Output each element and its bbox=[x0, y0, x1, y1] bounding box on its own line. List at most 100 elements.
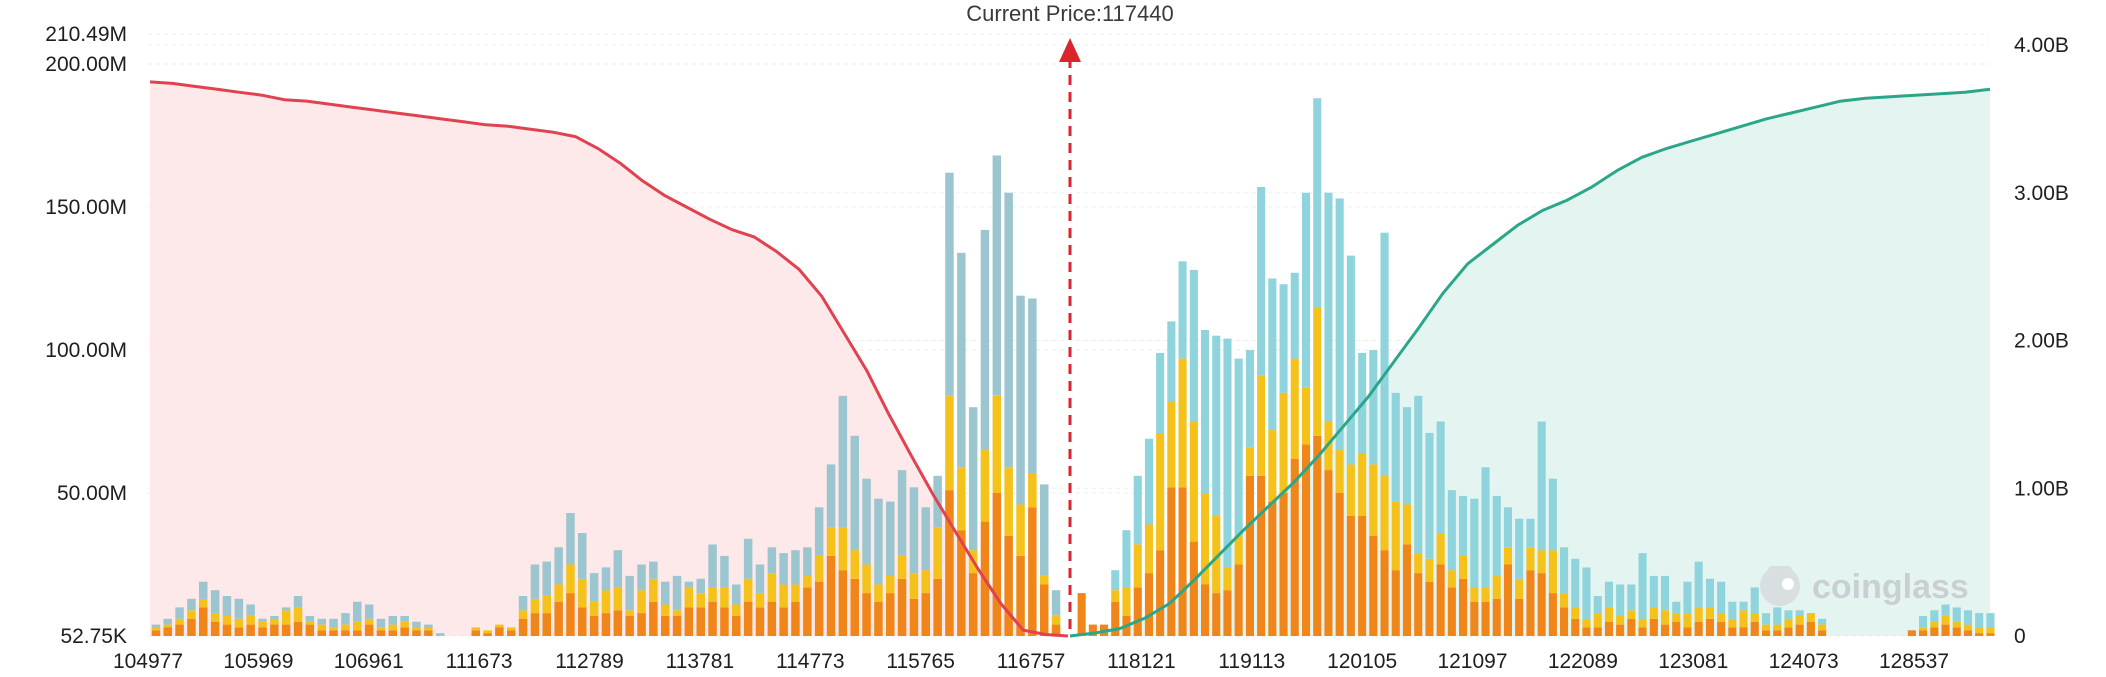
liquidation-bar-mid bbox=[1739, 610, 1748, 628]
liquidation-bar-base bbox=[684, 607, 694, 636]
liquidation-bar-base bbox=[1627, 618, 1636, 636]
coinglass-watermark: coinglass bbox=[1760, 566, 1969, 606]
liquidation-bar-top bbox=[1470, 498, 1479, 588]
liquidation-bar-mid bbox=[1604, 607, 1613, 622]
liquidation-bar-base bbox=[992, 493, 1002, 636]
liquidation-bar-mid bbox=[1279, 392, 1288, 493]
liquidation-bar-top bbox=[578, 533, 587, 579]
short-cumulative-area bbox=[150, 81, 1068, 636]
liquidation-bar-mid bbox=[1178, 358, 1187, 488]
liquidation-bar-mid bbox=[1290, 358, 1299, 459]
liquidation-bar-top bbox=[1492, 495, 1501, 576]
liquidation-bar-top bbox=[270, 616, 279, 619]
liquidation-bar-mid bbox=[1016, 504, 1025, 556]
liquidation-bar-base bbox=[364, 624, 374, 636]
liquidation-bar-mid bbox=[625, 610, 634, 616]
liquidation-bar-top bbox=[1986, 613, 1995, 628]
liquidation-bar-mid bbox=[1447, 570, 1456, 588]
liquidation-bar-mid bbox=[1245, 447, 1254, 476]
liquidation-bar-base bbox=[625, 616, 634, 636]
liquidation-bar-top bbox=[1503, 507, 1512, 548]
liquidation-bar-mid bbox=[1649, 607, 1658, 619]
liquidation-bar-mid bbox=[897, 555, 907, 579]
liquidation-bar-top bbox=[1975, 613, 1984, 628]
liquidation-bar-mid bbox=[767, 573, 777, 602]
liquidation-bar-mid bbox=[1571, 607, 1580, 619]
liquidation-bar-base bbox=[1560, 607, 1569, 636]
liquidation-bar-mid bbox=[1369, 464, 1378, 536]
liquidation-bar-base bbox=[1201, 584, 1210, 636]
liquidation-bar-top bbox=[589, 573, 599, 602]
liquidation-bar-top bbox=[388, 616, 397, 625]
liquidation-bar-base bbox=[862, 593, 871, 636]
liquidation-bar-top bbox=[1795, 610, 1804, 616]
liquidation-bar-top bbox=[1526, 518, 1535, 548]
liquidation-bar-top bbox=[1930, 610, 1939, 622]
liquidation-bar-mid bbox=[1672, 613, 1681, 622]
liquidation-bar-mid bbox=[708, 587, 717, 602]
liquidation-bar-base bbox=[1402, 544, 1411, 636]
liquidation-bar-base bbox=[1324, 470, 1333, 636]
liquidation-bar-mid bbox=[1414, 553, 1423, 574]
liquidation-bar-top bbox=[412, 621, 421, 628]
liquidation-bar-top bbox=[175, 607, 184, 619]
liquidation-bar-mid bbox=[1762, 624, 1771, 631]
liquidation-bar-mid bbox=[862, 564, 871, 594]
liquidation-bar-base bbox=[1040, 584, 1049, 636]
liquidation-bar-base bbox=[1717, 621, 1726, 636]
liquidation-bar-base bbox=[1088, 624, 1097, 636]
liquidation-bar-top bbox=[1560, 547, 1569, 594]
liquidation-bar-base bbox=[1111, 601, 1120, 636]
liquidation-bar-mid bbox=[246, 616, 255, 625]
x-tick-label: 120105 bbox=[1327, 650, 1397, 672]
liquidation-bar-top bbox=[329, 618, 338, 628]
liquidation-bar-base bbox=[1133, 587, 1142, 636]
liquidation-bar-mid bbox=[637, 590, 646, 614]
liquidation-bar-base bbox=[566, 593, 575, 636]
long-cumulative-line bbox=[1069, 87, 1991, 638]
liquidation-bar-top bbox=[246, 604, 255, 616]
x-tick-label: 122089 bbox=[1548, 650, 1618, 672]
liquidation-bar-base bbox=[1526, 570, 1535, 636]
liquidation-bar-mid bbox=[1144, 524, 1153, 574]
liquidation-bar-top bbox=[1537, 421, 1546, 551]
liquidation-bar-base bbox=[1672, 621, 1681, 636]
liquidation-bar-top bbox=[1941, 604, 1950, 616]
liquidation-bar-mid bbox=[649, 578, 658, 602]
liquidation-bar-mid bbox=[1717, 613, 1726, 622]
liquidation-bar-base bbox=[471, 630, 480, 636]
liquidation-bar-base bbox=[1302, 444, 1311, 636]
liquidation-bar-mid bbox=[1028, 473, 1037, 508]
liquidation-bar-base bbox=[210, 621, 220, 636]
liquidation-bar-top bbox=[1717, 581, 1726, 614]
liquidation-bar-top bbox=[1369, 350, 1378, 465]
liquidation-bar-mid bbox=[850, 550, 859, 579]
liquidation-bar-mid bbox=[400, 621, 409, 628]
liquidation-bar-top bbox=[1335, 198, 1344, 451]
liquidation-bar-top bbox=[1784, 610, 1793, 619]
liquidation-bar-base bbox=[554, 601, 563, 636]
liquidation-bar-top bbox=[743, 538, 753, 579]
liquidation-bar-base bbox=[542, 613, 551, 636]
liquidation-bar-base bbox=[1728, 627, 1737, 636]
liquidation-bar-top bbox=[1616, 584, 1625, 616]
liquidation-bar-mid bbox=[886, 575, 895, 594]
liquidation-bar-mid bbox=[1402, 504, 1411, 545]
liquidation-bar-base bbox=[1178, 487, 1187, 636]
liquidation-bar-top bbox=[210, 590, 220, 614]
liquidation-bar-base bbox=[661, 616, 670, 636]
liquidation-bar-top bbox=[1593, 596, 1602, 614]
liquidation-bar-mid bbox=[1616, 616, 1625, 625]
liquidation-bar-mid bbox=[814, 555, 824, 582]
liquidation-bar-base bbox=[1212, 593, 1221, 636]
liquidation-bar-top bbox=[424, 624, 433, 628]
liquidation-bar-mid bbox=[1930, 621, 1939, 628]
liquidation-bar-top bbox=[1638, 553, 1647, 619]
liquidation-bar-mid bbox=[495, 624, 504, 628]
watermark-text: coinglass bbox=[1812, 568, 1969, 606]
liquidation-bar-mid bbox=[1470, 587, 1479, 602]
liquidation-bar-mid bbox=[791, 584, 800, 602]
liquidation-bar-mid bbox=[1380, 475, 1389, 551]
liquidation-bar-top bbox=[1447, 490, 1456, 571]
liquidation-bar-top bbox=[1963, 610, 1972, 625]
